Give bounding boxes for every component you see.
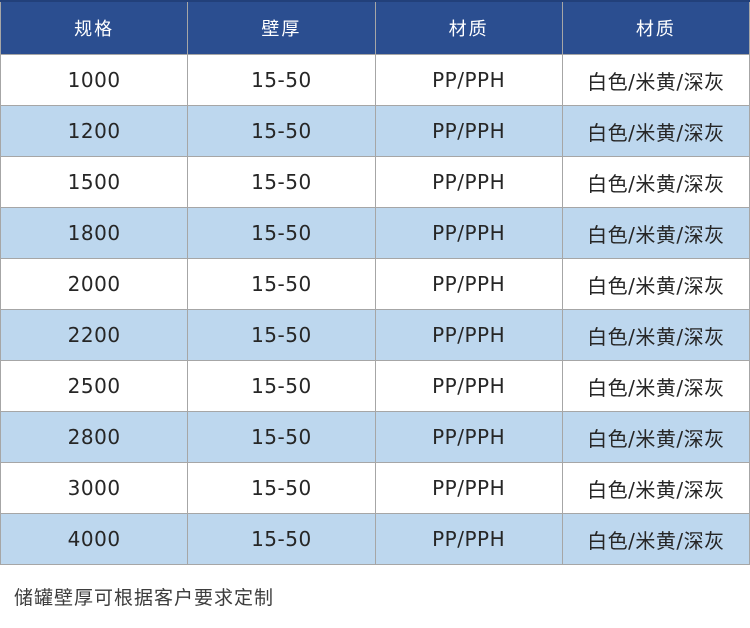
table-cell: 15-50: [187, 207, 376, 259]
table-cell: 1800: [0, 207, 189, 259]
table-row: 2500 15-50 PP/PPH 白色/米黄/深灰: [0, 360, 750, 412]
column-header-3: 材质: [561, 0, 750, 55]
footer-note: 储罐壁厚可根据客户要求定制: [14, 587, 275, 609]
table-cell: 白色/米黄/深灰: [561, 156, 750, 208]
table-cell: 白色/米黄/深灰: [561, 105, 750, 157]
table-cell: 15-50: [187, 513, 376, 565]
table-cell: PP/PPH: [374, 207, 563, 259]
table-row: 4000 15-50 PP/PPH 白色/米黄/深灰: [0, 513, 750, 565]
spec-table-body: 1000 15-50 PP/PPH 白色/米黄/深灰 1200 15-50 PP/PPH 白色…: [0, 54, 750, 565]
table-cell: PP/PPH: [374, 360, 563, 412]
table-cell: 2200: [0, 309, 189, 361]
table-cell: PP/PPH: [374, 309, 563, 361]
table-cell: PP/PPH: [374, 156, 563, 208]
table-cell: 白色/米黄/深灰: [561, 513, 750, 565]
table-row: 1000 15-50 PP/PPH 白色/米黄/深灰: [0, 54, 750, 106]
column-header-1: 壁厚: [187, 0, 376, 55]
table-cell: PP/PPH: [374, 105, 563, 157]
table-row: 1200 15-50 PP/PPH 白色/米黄/深灰: [0, 105, 750, 157]
table-cell: 15-50: [187, 360, 376, 412]
table-cell: 15-50: [187, 156, 376, 208]
table-cell: PP/PPH: [374, 513, 563, 565]
table-cell: 白色/米黄/深灰: [561, 258, 750, 310]
table-cell: PP/PPH: [374, 54, 563, 106]
table-row: 1800 15-50 PP/PPH 白色/米黄/深灰: [0, 207, 750, 259]
table-row: 3000 15-50 PP/PPH 白色/米黄/深灰: [0, 462, 750, 514]
table-cell: 白色/米黄/深灰: [561, 207, 750, 259]
table-cell: 15-50: [187, 411, 376, 463]
table-cell: 白色/米黄/深灰: [561, 54, 750, 106]
table-cell: 3000: [0, 462, 189, 514]
table-cell: 1500: [0, 156, 189, 208]
table-cell: 2000: [0, 258, 189, 310]
table-cell: 1000: [0, 54, 189, 106]
table-cell: 15-50: [187, 309, 376, 361]
table-row: 2000 15-50 PP/PPH 白色/米黄/深灰: [0, 258, 750, 310]
table-cell: 15-50: [187, 105, 376, 157]
table-cell: 白色/米黄/深灰: [561, 309, 750, 361]
table-cell: PP/PPH: [374, 462, 563, 514]
spec-table-head: 规格 壁厚 材质 材质: [0, 0, 750, 55]
table-cell: 15-50: [187, 462, 376, 514]
table-cell: 2500: [0, 360, 189, 412]
table-cell: 2800: [0, 411, 189, 463]
table-cell: 4000: [0, 513, 189, 565]
header-row: 规格 壁厚 材质 材质: [0, 0, 750, 55]
table-cell: PP/PPH: [374, 411, 563, 463]
table-row: 2200 15-50 PP/PPH 白色/米黄/深灰: [0, 309, 750, 361]
column-header-0: 规格: [0, 0, 189, 55]
table-row: 1500 15-50 PP/PPH 白色/米黄/深灰: [0, 156, 750, 208]
table-cell: 15-50: [187, 54, 376, 106]
table-cell: 白色/米黄/深灰: [561, 411, 750, 463]
spec-table: 规格 壁厚 材质 材质 1000 15-50 PP/PPH 白色/米黄/深灰 1200 15-5…: [0, 0, 750, 565]
table-cell: 1200: [0, 105, 189, 157]
table-cell: 白色/米黄/深灰: [561, 462, 750, 514]
table-cell: 白色/米黄/深灰: [561, 360, 750, 412]
table-cell: 15-50: [187, 258, 376, 310]
table-cell: PP/PPH: [374, 258, 563, 310]
column-header-2: 材质: [374, 0, 563, 55]
table-row: 2800 15-50 PP/PPH 白色/米黄/深灰: [0, 411, 750, 463]
